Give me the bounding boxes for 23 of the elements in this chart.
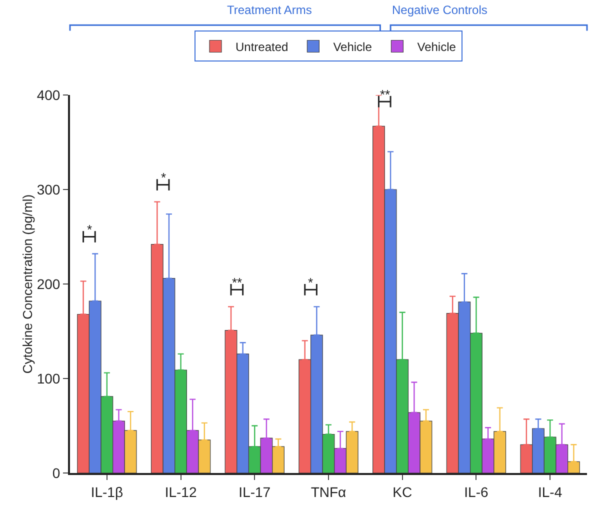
text: Treatment Arms [227,3,312,17]
x-tick-label: IL-4 [538,484,562,500]
annotation: * [161,170,166,185]
y-tick-label: 300 [36,181,60,198]
legend-label: Vehicle [417,40,456,54]
x-tick-label: IL-6 [464,484,488,500]
y-tick-label: 100 [36,370,60,386]
y-axis-title: Cytokine Concentration (pg/ml) [20,194,35,374]
y-tick-label: 200 [36,276,60,292]
annotation: * [87,222,92,237]
x-tick-label: IL-17 [238,484,271,500]
x-tick-label: TNFα [310,484,346,500]
y-tick-label: 0 [52,464,60,481]
legend-label: Vehicle [333,40,372,54]
annotation: * [308,275,314,290]
text: Negative Controls [392,3,488,17]
x-tick-label: IL-12 [164,484,197,500]
x-tick-label: IL-1β [90,484,124,500]
annotation: ** [232,275,242,290]
annotation: ** [380,87,390,102]
legend-label: Untreated [236,40,288,54]
x-tick-label: KC [392,484,412,500]
y-tick-label: 400 [36,86,60,103]
